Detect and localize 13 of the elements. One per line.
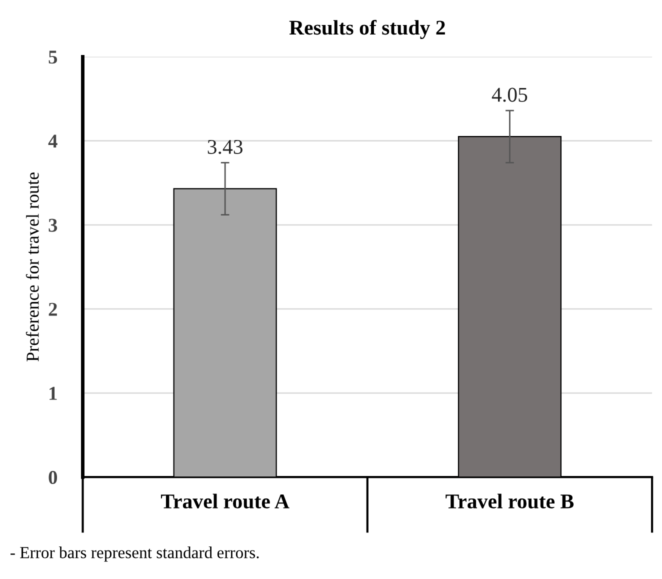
y-tick-label: 1: [50, 386, 57, 400]
y-tick-label: 4: [48, 134, 58, 148]
x-tick-label: Travel route A: [160, 494, 290, 508]
y-tick-label: 2: [48, 302, 57, 316]
y-tick-label: 3: [48, 218, 58, 232]
y-tick-label: 0: [48, 470, 58, 484]
data-label: 4.05: [492, 88, 528, 102]
data-label: 3.43: [208, 140, 242, 154]
y-axis-title: Preference for travel route: [26, 172, 39, 362]
y-tick-label: 5: [48, 50, 58, 64]
chart-title: Results of study 2: [289, 20, 445, 40]
text: - Error bars represent standard errors.: [10, 546, 259, 562]
x-tick-label: Travel route B: [446, 494, 574, 508]
